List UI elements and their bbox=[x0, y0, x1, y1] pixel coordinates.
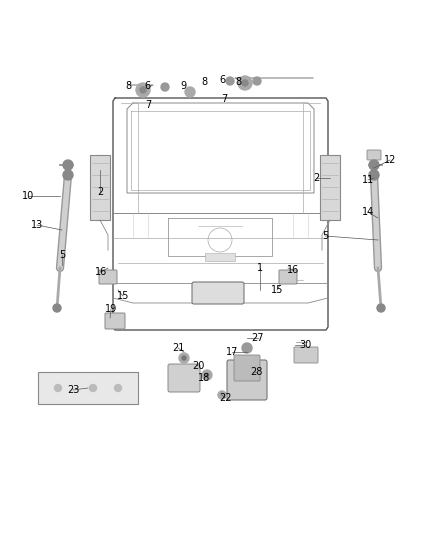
Text: 18: 18 bbox=[198, 373, 210, 383]
Text: 22: 22 bbox=[219, 393, 231, 403]
Bar bbox=[38, 372, 138, 404]
Text: 8: 8 bbox=[201, 77, 207, 87]
FancyBboxPatch shape bbox=[367, 150, 381, 160]
FancyBboxPatch shape bbox=[99, 270, 117, 284]
Circle shape bbox=[242, 343, 252, 353]
Bar bbox=[90, 155, 110, 220]
Text: 15: 15 bbox=[117, 291, 129, 301]
Text: 6: 6 bbox=[219, 75, 225, 85]
Circle shape bbox=[205, 373, 209, 377]
Text: 12: 12 bbox=[384, 155, 396, 165]
Text: 8: 8 bbox=[125, 81, 131, 91]
Circle shape bbox=[182, 356, 186, 360]
Circle shape bbox=[226, 77, 234, 85]
Text: 27: 27 bbox=[252, 333, 264, 343]
Circle shape bbox=[218, 391, 226, 399]
Text: 23: 23 bbox=[67, 385, 79, 395]
Text: 2: 2 bbox=[97, 187, 103, 197]
Circle shape bbox=[114, 384, 121, 392]
Circle shape bbox=[238, 76, 252, 90]
Text: 17: 17 bbox=[226, 347, 238, 357]
Text: 7: 7 bbox=[145, 100, 151, 110]
FancyBboxPatch shape bbox=[227, 360, 267, 400]
Text: 16: 16 bbox=[287, 265, 299, 275]
FancyBboxPatch shape bbox=[192, 282, 244, 304]
Text: 2: 2 bbox=[313, 173, 319, 183]
Text: 8: 8 bbox=[235, 77, 241, 87]
Text: 16: 16 bbox=[95, 267, 107, 277]
Text: 10: 10 bbox=[22, 191, 34, 201]
Circle shape bbox=[140, 87, 146, 93]
FancyBboxPatch shape bbox=[294, 347, 318, 363]
Circle shape bbox=[185, 87, 195, 97]
Circle shape bbox=[54, 384, 61, 392]
Circle shape bbox=[179, 353, 189, 363]
Circle shape bbox=[369, 170, 379, 180]
Text: 7: 7 bbox=[221, 94, 227, 104]
Text: 6: 6 bbox=[144, 81, 150, 91]
Circle shape bbox=[377, 304, 385, 312]
Circle shape bbox=[369, 160, 379, 170]
Text: 11: 11 bbox=[362, 175, 374, 185]
Text: 14: 14 bbox=[362, 207, 374, 217]
Circle shape bbox=[63, 160, 73, 170]
Bar bbox=[320, 155, 340, 220]
Text: 21: 21 bbox=[172, 343, 184, 353]
Text: 13: 13 bbox=[31, 220, 43, 230]
Circle shape bbox=[202, 370, 212, 380]
Text: 5: 5 bbox=[322, 231, 328, 241]
Circle shape bbox=[242, 80, 248, 86]
Text: 30: 30 bbox=[299, 340, 311, 350]
Circle shape bbox=[251, 368, 259, 376]
Text: 20: 20 bbox=[192, 361, 204, 371]
Circle shape bbox=[63, 170, 73, 180]
Text: 1: 1 bbox=[257, 263, 263, 273]
Circle shape bbox=[161, 83, 169, 91]
Bar bbox=[205, 253, 235, 261]
Circle shape bbox=[89, 384, 96, 392]
FancyBboxPatch shape bbox=[279, 270, 297, 284]
FancyBboxPatch shape bbox=[168, 364, 200, 392]
Text: 19: 19 bbox=[105, 304, 117, 314]
Text: 15: 15 bbox=[271, 285, 283, 295]
Text: 5: 5 bbox=[59, 250, 65, 260]
Circle shape bbox=[53, 304, 61, 312]
FancyBboxPatch shape bbox=[234, 355, 260, 381]
Circle shape bbox=[253, 77, 261, 85]
Text: 28: 28 bbox=[250, 367, 262, 377]
Text: 9: 9 bbox=[180, 81, 186, 91]
Circle shape bbox=[136, 83, 150, 97]
FancyBboxPatch shape bbox=[105, 313, 125, 329]
